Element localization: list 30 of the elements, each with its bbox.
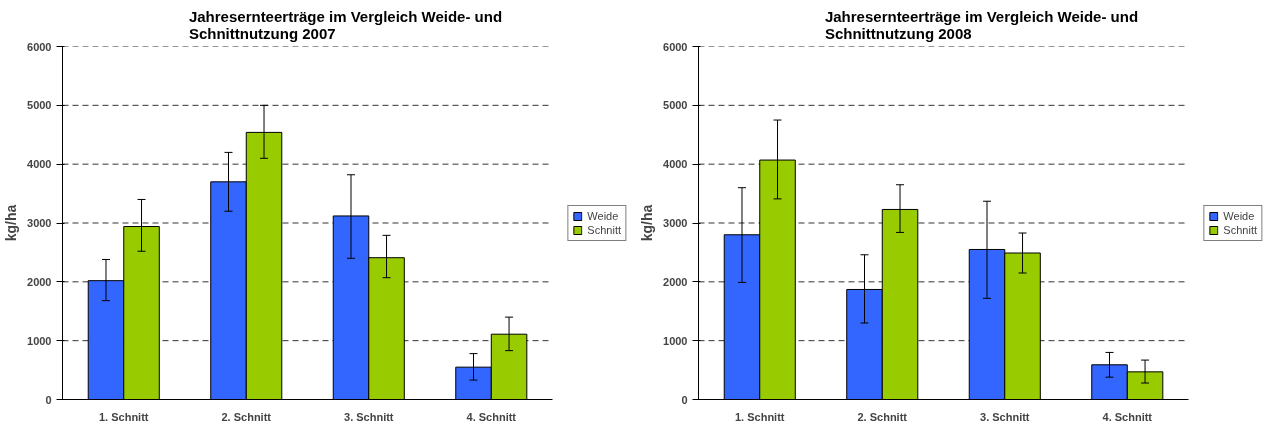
x-tick-label: 3. Schnitt <box>980 410 1030 423</box>
legend-label: Schnitt <box>587 223 621 236</box>
y-tick-label: 5000 <box>663 99 688 112</box>
legend-label: Weide <box>587 209 619 222</box>
y-tick-label: 3000 <box>663 217 688 229</box>
y-tick-label: 4000 <box>663 158 688 171</box>
x-tick-label: 2. Schnitt <box>221 410 272 423</box>
x-tick-label: 3. Schnitt <box>344 410 394 423</box>
y-tick-label: 1000 <box>663 334 688 347</box>
x-tick-label: 4. Schnitt <box>1102 410 1153 423</box>
y-axis-title: kg/ha <box>3 204 20 242</box>
legend-label: Schnitt <box>1223 223 1257 236</box>
x-tick-label: 1. Schnitt <box>99 410 149 423</box>
y-tick-label: 1000 <box>27 334 52 347</box>
y-tick-label: 4000 <box>27 158 52 171</box>
x-tick-label: 4. Schnitt <box>466 410 517 423</box>
chart-title: Jahresernteerträge im Vergleich Weide- und Schnittnutzung 2008 <box>824 7 1139 42</box>
y-tick-label: 6000 <box>663 40 688 53</box>
x-tick-label: 1. Schnitt <box>735 410 785 423</box>
y-tick-label: 2000 <box>663 275 688 288</box>
y-tick-label: 6000 <box>27 40 52 53</box>
y-tick-label: 3000 <box>27 217 52 229</box>
y-tick-label: 2000 <box>27 275 52 288</box>
x-tick-label: 2. Schnitt <box>857 410 908 423</box>
y-tick-label: 5000 <box>27 99 52 112</box>
y-axis-title: kg/ha <box>639 204 656 242</box>
chart-title: Jahresernteerträge im Vergleich Weide- und Schnittnutzung 2007 <box>188 7 503 42</box>
legend-label: Weide <box>1223 209 1255 222</box>
y-tick-label: 0 <box>681 393 688 406</box>
y-tick-label: 0 <box>45 393 52 406</box>
